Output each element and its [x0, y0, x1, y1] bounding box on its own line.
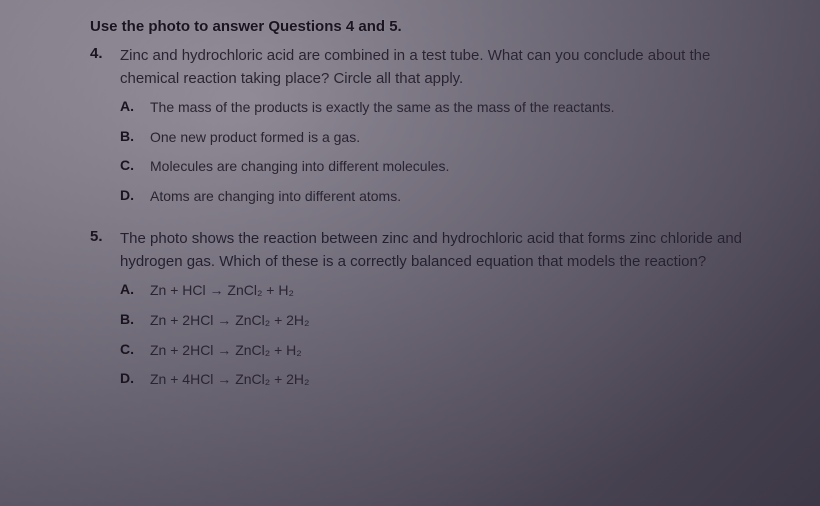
option-letter: D. [120, 187, 138, 203]
option-letter: D. [120, 370, 138, 386]
option-letter: C. [120, 341, 138, 357]
option-d: D. Atoms are changing into different ato… [120, 187, 770, 207]
option-a: A. Zn + HCl → ZnCl₂ + H₂ [120, 281, 770, 301]
option-text: Atoms are changing into different atoms. [150, 187, 401, 207]
option-letter: A. [120, 281, 138, 297]
question-5: 5. The photo shows the reaction between … [90, 228, 770, 389]
option-b: B. Zn + 2HCl → ZnCl₂ + 2H₂ [120, 311, 770, 331]
option-a: A. The mass of the products is exactly t… [120, 98, 770, 118]
option-text: One new product formed is a gas. [150, 128, 360, 148]
option-c: C. Molecules are changing into different… [120, 157, 770, 177]
question-text: The photo shows the reaction between zin… [120, 228, 770, 273]
option-formula: Zn + HCl → ZnCl₂ + H₂ [150, 281, 294, 301]
options-list: A. The mass of the products is exactly t… [120, 98, 770, 206]
instruction-text: Use the photo to answer Questions 4 and … [90, 18, 770, 35]
option-d: D. Zn + 4HCl → ZnCl₂ + 2H₂ [120, 370, 770, 390]
option-text: Molecules are changing into different mo… [150, 157, 449, 177]
option-letter: C. [120, 157, 138, 173]
question-number: 5. [90, 228, 108, 245]
option-formula: Zn + 2HCl → ZnCl₂ + 2H₂ [150, 311, 309, 331]
option-formula: Zn + 4HCl → ZnCl₂ + 2H₂ [150, 370, 309, 390]
option-letter: A. [120, 98, 138, 114]
option-c: C. Zn + 2HCl → ZnCl₂ + H₂ [120, 341, 770, 361]
option-letter: B. [120, 128, 138, 144]
question-4: 4. Zinc and hydrochloric acid are combin… [90, 45, 770, 206]
question-number: 4. [90, 45, 108, 62]
option-text: The mass of the products is exactly the … [150, 98, 615, 118]
option-b: B. One new product formed is a gas. [120, 128, 770, 148]
option-letter: B. [120, 311, 138, 327]
question-text: Zinc and hydrochloric acid are combined … [120, 45, 770, 90]
option-formula: Zn + 2HCl → ZnCl₂ + H₂ [150, 341, 302, 361]
options-list: A. Zn + HCl → ZnCl₂ + H₂ B. Zn + 2HCl → … [120, 281, 770, 389]
